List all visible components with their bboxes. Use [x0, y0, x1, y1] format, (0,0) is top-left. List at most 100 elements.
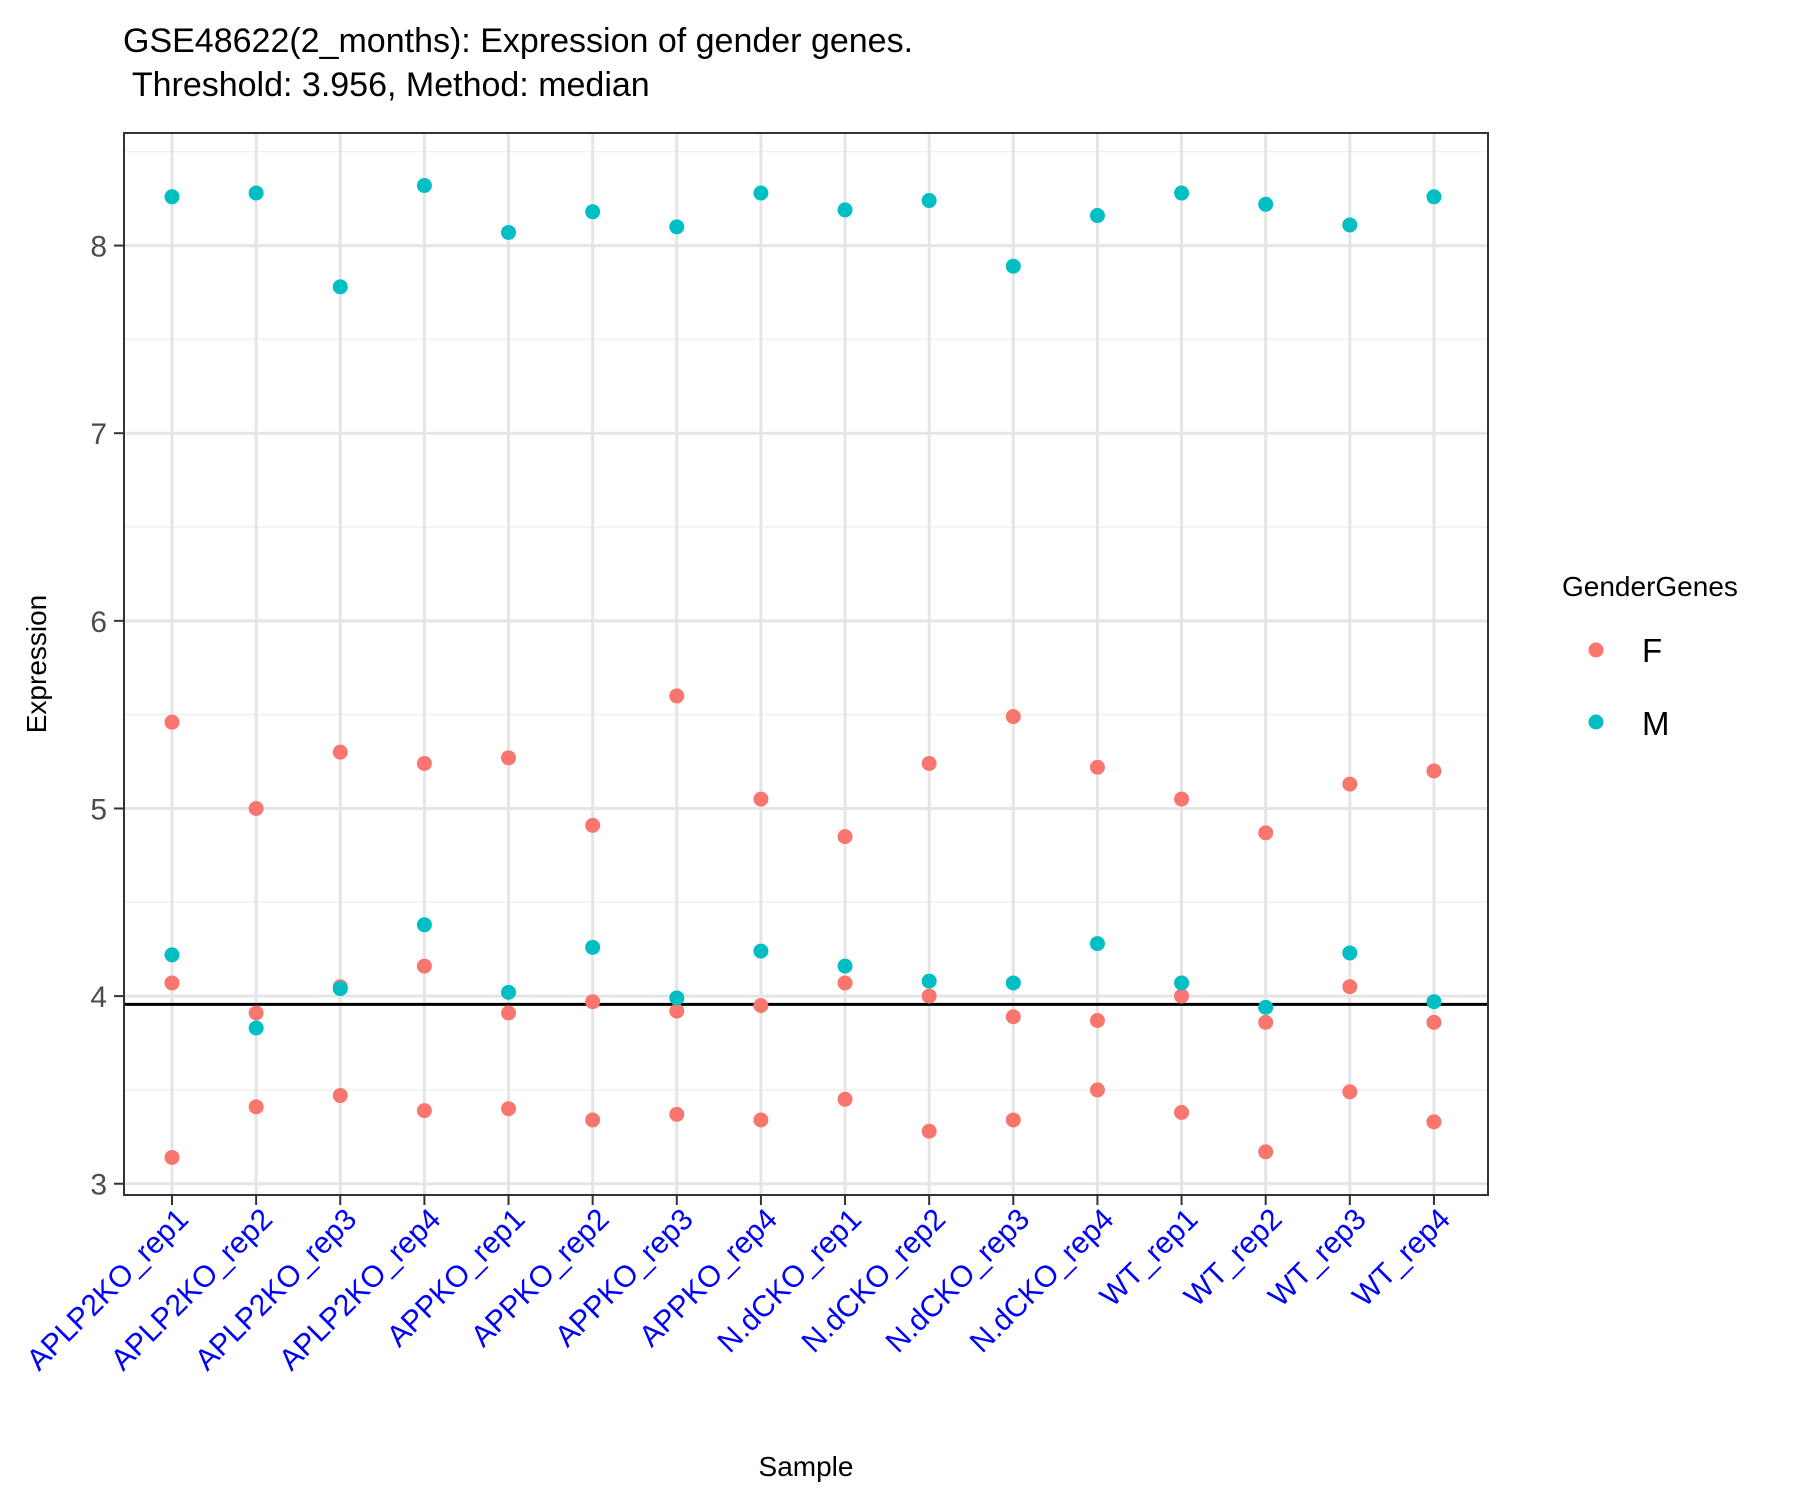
data-point-f: [585, 1112, 601, 1128]
data-point-f: [1089, 1082, 1105, 1098]
data-point-f: [1342, 776, 1358, 792]
y-tick-label: 4: [90, 981, 107, 1014]
data-point-m: [1005, 975, 1021, 991]
data-point-m: [921, 973, 937, 989]
data-points: [164, 178, 1442, 1165]
data-point-f: [501, 750, 517, 766]
data-point-m: [501, 984, 517, 1000]
y-tick-label: 6: [90, 606, 107, 639]
y-tick-label: 7: [90, 418, 107, 451]
data-point-m: [1005, 258, 1021, 274]
data-point-m: [1426, 994, 1442, 1010]
data-point-m: [1089, 208, 1105, 224]
data-point-f: [1089, 759, 1105, 775]
data-point-f: [1005, 1112, 1021, 1128]
data-point-f: [1342, 979, 1358, 995]
data-point-f: [501, 1101, 517, 1117]
x-tick-label: N.dCKO_rep1: [711, 1203, 868, 1360]
x-tick-label: N.dCKO_rep4: [964, 1203, 1121, 1360]
data-point-f: [1426, 763, 1442, 779]
data-point-m: [585, 939, 601, 955]
x-tick-label: N.dCKO_rep3: [880, 1203, 1037, 1360]
legend-label-m: M: [1642, 705, 1670, 742]
data-point-f: [416, 1103, 432, 1119]
data-point-m: [416, 178, 432, 194]
data-point-m: [416, 917, 432, 933]
data-point-f: [921, 1123, 937, 1139]
data-point-f: [248, 1099, 264, 1115]
data-point-f: [1426, 1014, 1442, 1030]
y-axis: 3 4 5 6 7 8: [90, 231, 124, 1202]
data-point-f: [164, 714, 180, 730]
data-point-f: [332, 1088, 348, 1104]
legend: GenderGenes F M: [1562, 571, 1738, 742]
data-point-m: [1342, 217, 1358, 233]
legend-title: GenderGenes: [1562, 571, 1738, 602]
y-tick-label: 8: [90, 231, 107, 264]
data-point-f: [585, 817, 601, 833]
data-point-m: [1258, 999, 1274, 1015]
x-axis-label: Sample: [759, 1451, 854, 1482]
data-point-f: [921, 988, 937, 1004]
data-point-f: [1005, 1009, 1021, 1025]
data-point-m: [669, 219, 685, 235]
data-point-m: [753, 943, 769, 959]
data-point-f: [669, 688, 685, 704]
data-point-m: [332, 279, 348, 295]
data-point-f: [1258, 1014, 1274, 1030]
legend-label-f: F: [1642, 632, 1662, 669]
plot-border: [123, 132, 1489, 1196]
y-tick-label: 5: [90, 793, 107, 826]
x-axis: APLP2KO_rep1APLP2KO_rep2APLP2KO_rep3APLP…: [21, 1195, 1457, 1377]
data-point-f: [1005, 709, 1021, 725]
data-point-m: [1426, 189, 1442, 205]
data-point-m: [753, 185, 769, 201]
data-point-f: [921, 755, 937, 771]
data-point-f: [1089, 1013, 1105, 1029]
data-point-f: [164, 1149, 180, 1165]
data-point-f: [837, 975, 853, 991]
data-point-f: [1258, 825, 1274, 841]
data-point-m: [248, 185, 264, 201]
data-point-f: [1258, 1144, 1274, 1160]
data-point-f: [1174, 791, 1190, 807]
data-point-f: [416, 755, 432, 771]
chart-subtitle: Threshold: 3.956, Method: median: [123, 66, 650, 104]
data-point-f: [669, 1106, 685, 1122]
plot-panel: [123, 132, 1489, 1196]
data-point-m: [501, 224, 517, 240]
x-tick-label: N.dCKO_rep2: [796, 1203, 953, 1360]
data-point-m: [585, 204, 601, 220]
data-point-f: [416, 958, 432, 974]
legend-key-f: [1588, 642, 1604, 658]
data-point-m: [332, 981, 348, 997]
data-point-m: [164, 189, 180, 205]
data-point-f: [837, 1091, 853, 1107]
data-point-f: [753, 997, 769, 1013]
data-point-m: [164, 947, 180, 963]
data-point-f: [669, 1003, 685, 1019]
data-point-f: [585, 994, 601, 1010]
data-point-m: [669, 990, 685, 1006]
data-point-f: [248, 800, 264, 816]
legend-key-m: [1588, 714, 1604, 730]
data-point-f: [248, 1005, 264, 1021]
data-point-m: [837, 958, 853, 974]
data-point-m: [1174, 975, 1190, 991]
data-point-f: [837, 829, 853, 845]
data-point-f: [1174, 1104, 1190, 1120]
data-point-m: [837, 202, 853, 218]
chart-title: GSE48622(2_months): Expression of gender…: [123, 22, 913, 60]
data-point-f: [1426, 1114, 1442, 1130]
data-point-m: [1258, 196, 1274, 212]
data-point-f: [164, 975, 180, 991]
plot-background: [124, 133, 1488, 1195]
data-point-m: [1342, 945, 1358, 961]
data-point-f: [501, 1005, 517, 1021]
data-point-f: [1174, 988, 1190, 1004]
data-point-f: [753, 1112, 769, 1128]
data-point-m: [1174, 185, 1190, 201]
data-point-m: [921, 193, 937, 209]
y-tick-label: 3: [90, 1169, 107, 1202]
